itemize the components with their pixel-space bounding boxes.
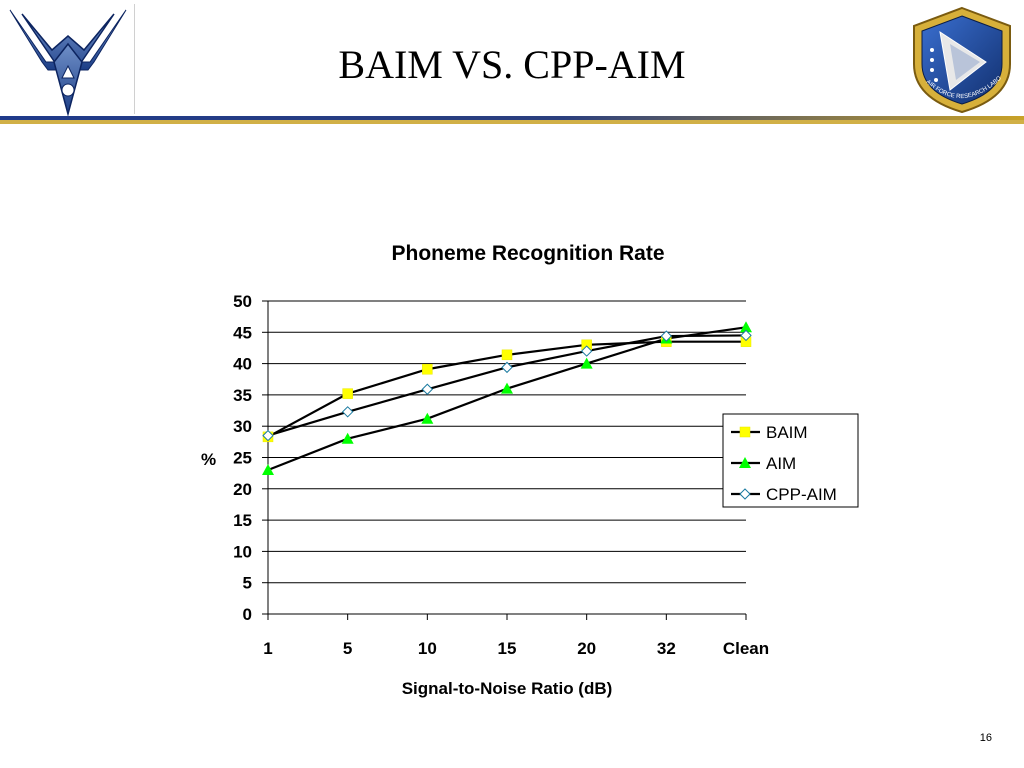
data-point-cpp-aim [341, 406, 354, 418]
x-tick-label: 20 [577, 639, 596, 658]
x-tick-label: 10 [418, 639, 437, 658]
legend-label-cpp-aim: CPP-AIM [766, 485, 837, 504]
x-tick-label: 15 [498, 639, 517, 658]
legend-marker-aim [739, 457, 751, 468]
data-point-cpp-aim [421, 383, 434, 395]
data-point-baim [422, 363, 433, 375]
data-point-aim [740, 321, 752, 333]
y-axis-label: % [201, 450, 216, 469]
chart-title: Phoneme Recognition Rate [391, 242, 664, 265]
data-point-aim [421, 412, 434, 424]
y-axis-ticks: 0 5 10 15 20 25 30 35 40 45 50 [233, 292, 268, 624]
x-tick-label: 5 [343, 639, 352, 658]
y-tick-label: 25 [233, 449, 252, 468]
afrl-shield-logo: AIR FORCE RESEARCH LABORATORY [906, 4, 1011, 114]
series-lines [262, 321, 752, 476]
logo-divider [134, 4, 135, 114]
y-tick-label: 35 [233, 386, 252, 405]
data-point-aim [501, 382, 513, 394]
x-tick-label: Clean [723, 639, 769, 658]
header-bar [0, 116, 1024, 124]
data-point-aim [262, 464, 274, 476]
slide-title: BAIM VS. CPP-AIM [338, 42, 686, 87]
data-point-cpp-aim [501, 361, 513, 374]
x-tick-label: 32 [657, 639, 676, 658]
y-tick-label: 50 [233, 292, 252, 311]
legend-marker-cpp-aim [739, 488, 751, 500]
legend-label-baim: BAIM [766, 423, 808, 442]
data-point-baim [342, 388, 353, 399]
data-point-baim [501, 349, 513, 361]
data-point-cpp-aim [740, 329, 752, 342]
page-number: 16 [979, 732, 992, 744]
data-point-aim [580, 357, 593, 369]
data-point-cpp-aim [660, 330, 673, 342]
y-tick-label: 40 [233, 355, 252, 374]
air-force-logo [9, 9, 127, 116]
legend-marker-baim [739, 426, 751, 438]
y-tick-label: 10 [233, 542, 252, 561]
legend-label-aim: AIM [766, 454, 796, 473]
y-tick-label: 0 [243, 605, 252, 624]
y-tick-label: 15 [233, 511, 252, 530]
x-axis-ticks: 1 5 10 15 20 32 Clean [263, 614, 769, 658]
y-tick-label: 20 [233, 480, 252, 499]
x-axis-label: Signal-to-Noise Ratio (dB) [402, 679, 613, 698]
data-point-aim [341, 432, 354, 444]
x-tick-label: 1 [263, 639, 272, 658]
chart-legend: BAIM AIM CPP-AIM [722, 413, 859, 508]
y-tick-label: 5 [243, 574, 252, 593]
y-tick-label: 30 [233, 417, 252, 436]
data-point-cpp-aim [262, 429, 274, 442]
y-tick-label: 45 [233, 323, 252, 342]
data-point-cpp-aim [580, 345, 593, 357]
